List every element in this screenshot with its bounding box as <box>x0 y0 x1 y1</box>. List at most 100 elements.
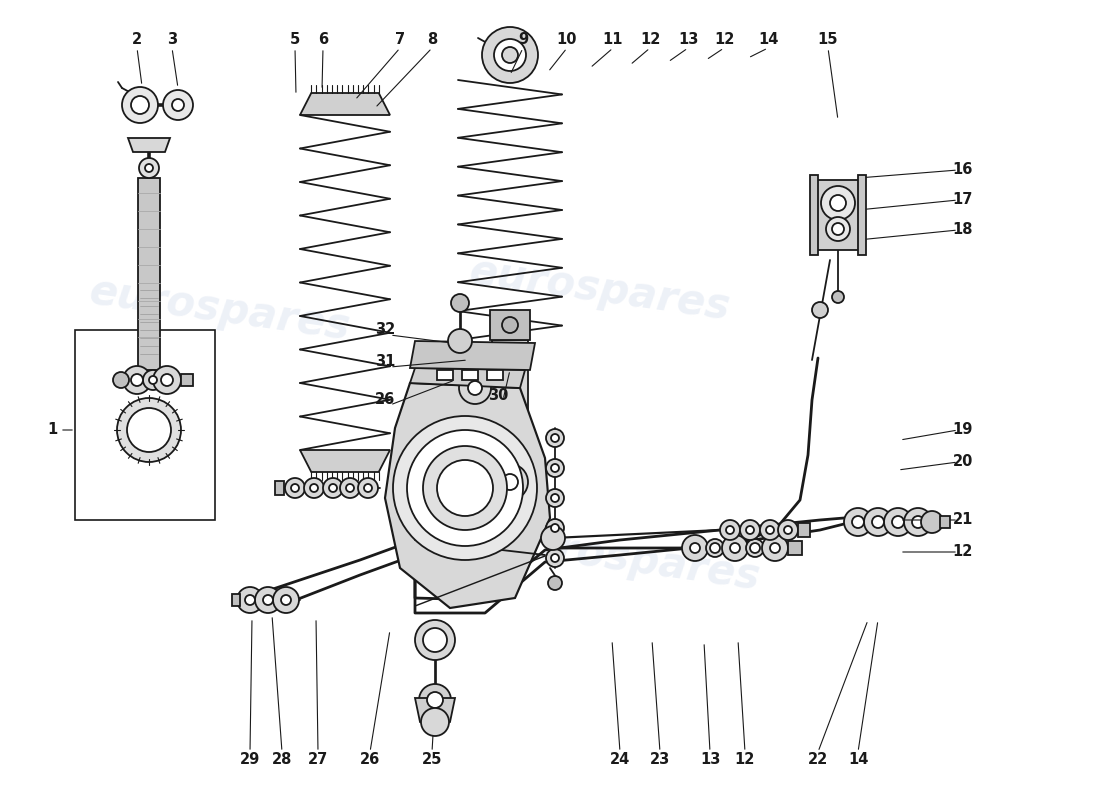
Text: 25: 25 <box>421 753 442 767</box>
Circle shape <box>393 416 537 560</box>
Circle shape <box>551 524 559 532</box>
Text: 12: 12 <box>735 753 756 767</box>
Circle shape <box>546 459 564 477</box>
Circle shape <box>364 484 372 492</box>
Text: 26: 26 <box>375 393 395 407</box>
Circle shape <box>161 374 173 386</box>
Text: 10: 10 <box>557 33 578 47</box>
Circle shape <box>778 520 798 540</box>
Circle shape <box>131 374 143 386</box>
Polygon shape <box>858 175 866 255</box>
Polygon shape <box>300 450 390 472</box>
Circle shape <box>346 484 354 492</box>
Circle shape <box>551 434 559 442</box>
Text: 9: 9 <box>518 33 528 47</box>
Text: 7: 7 <box>395 33 405 47</box>
Bar <box>490 310 530 340</box>
Circle shape <box>750 543 760 553</box>
Bar <box>232 594 240 606</box>
Circle shape <box>551 464 559 472</box>
Circle shape <box>421 708 449 736</box>
Circle shape <box>424 446 507 530</box>
Text: 19: 19 <box>953 422 974 438</box>
Text: 28: 28 <box>272 753 293 767</box>
Circle shape <box>740 520 760 540</box>
Circle shape <box>117 398 182 462</box>
Text: 31: 31 <box>375 354 395 370</box>
Text: 1: 1 <box>47 422 57 438</box>
Circle shape <box>844 508 872 536</box>
Circle shape <box>502 317 518 333</box>
Text: 12: 12 <box>640 33 660 47</box>
Circle shape <box>730 543 740 553</box>
Text: 5: 5 <box>290 33 300 47</box>
Circle shape <box>812 302 828 318</box>
Circle shape <box>292 484 299 492</box>
Circle shape <box>131 96 149 114</box>
Polygon shape <box>410 341 535 370</box>
Bar <box>437 370 453 380</box>
Text: 26: 26 <box>360 753 381 767</box>
Circle shape <box>358 478 378 498</box>
Text: 13: 13 <box>678 33 698 47</box>
Bar <box>487 370 503 380</box>
Circle shape <box>427 692 443 708</box>
Bar <box>788 541 802 555</box>
Bar <box>275 481 284 495</box>
Text: eurospares: eurospares <box>497 521 763 599</box>
Circle shape <box>113 372 129 388</box>
Circle shape <box>884 508 912 536</box>
Circle shape <box>546 519 564 537</box>
Text: 13: 13 <box>700 753 720 767</box>
Circle shape <box>682 535 708 561</box>
Circle shape <box>690 543 700 553</box>
Circle shape <box>340 478 360 498</box>
Bar <box>798 523 810 537</box>
Circle shape <box>722 535 748 561</box>
Circle shape <box>492 464 528 500</box>
Polygon shape <box>300 93 390 115</box>
Circle shape <box>746 539 764 557</box>
Circle shape <box>762 535 788 561</box>
Bar <box>75 330 214 520</box>
Circle shape <box>280 595 292 605</box>
Circle shape <box>546 549 564 567</box>
Text: 29: 29 <box>240 753 260 767</box>
Circle shape <box>448 329 472 353</box>
Text: eurospares: eurospares <box>87 271 353 349</box>
Text: 3: 3 <box>167 33 177 47</box>
Circle shape <box>720 520 740 540</box>
Circle shape <box>123 366 151 394</box>
Text: 12: 12 <box>714 33 734 47</box>
Circle shape <box>494 39 526 71</box>
Circle shape <box>551 494 559 502</box>
Text: 30: 30 <box>487 387 508 402</box>
Circle shape <box>122 87 158 123</box>
Bar <box>138 178 160 370</box>
Circle shape <box>726 526 734 534</box>
Circle shape <box>541 526 565 550</box>
Text: 14: 14 <box>848 753 868 767</box>
Circle shape <box>482 27 538 83</box>
Text: 23: 23 <box>650 753 670 767</box>
Text: 11: 11 <box>603 33 624 47</box>
Text: 32: 32 <box>375 322 395 338</box>
Circle shape <box>770 543 780 553</box>
Circle shape <box>468 381 482 395</box>
Circle shape <box>766 526 774 534</box>
Circle shape <box>502 47 518 63</box>
Circle shape <box>502 474 518 490</box>
Text: 6: 6 <box>318 33 328 47</box>
Circle shape <box>546 489 564 507</box>
Polygon shape <box>128 138 170 152</box>
Text: 14: 14 <box>758 33 778 47</box>
Circle shape <box>746 526 754 534</box>
Circle shape <box>415 620 455 660</box>
Circle shape <box>832 291 844 303</box>
Circle shape <box>273 587 299 613</box>
Circle shape <box>459 372 491 404</box>
Circle shape <box>424 628 447 652</box>
Circle shape <box>892 516 904 528</box>
Circle shape <box>263 595 273 605</box>
Circle shape <box>821 186 855 220</box>
